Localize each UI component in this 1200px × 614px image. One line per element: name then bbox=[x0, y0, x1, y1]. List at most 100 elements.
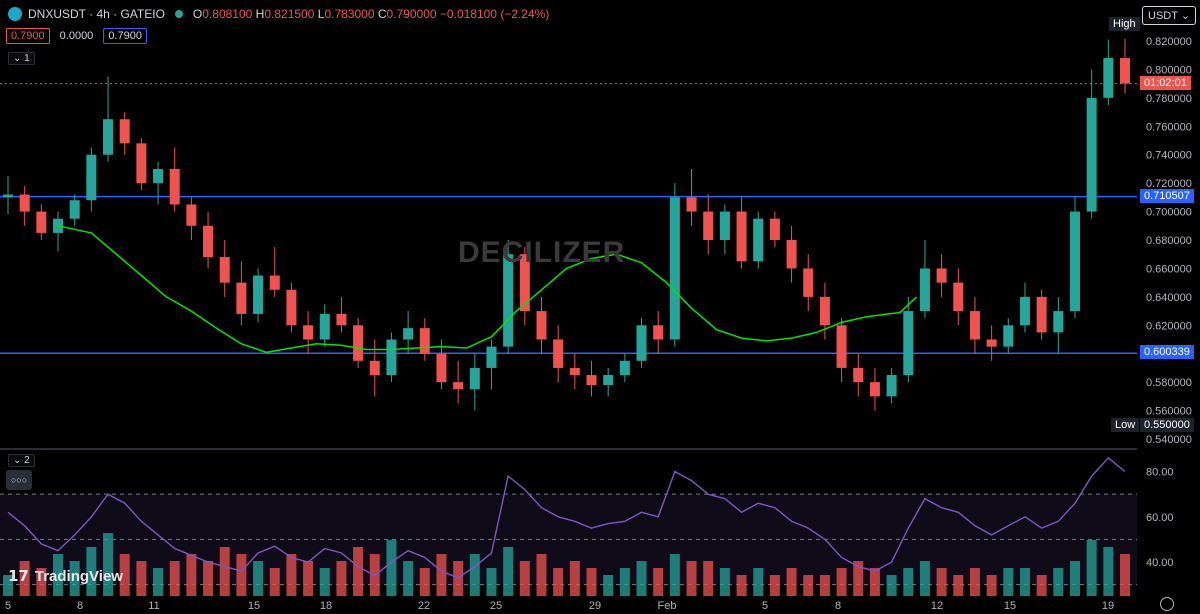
level-tag-upper[interactable]: 0.710507 bbox=[1140, 188, 1194, 203]
sell-price[interactable]: 0.7900 bbox=[6, 28, 50, 44]
candle-body bbox=[503, 254, 514, 347]
support-resistance-levels bbox=[0, 195, 1137, 354]
volume-bar bbox=[303, 561, 314, 596]
price-tick-label: 0.800000 bbox=[1146, 64, 1192, 76]
volume-bar bbox=[36, 568, 47, 596]
brand-name: TradingView bbox=[34, 567, 123, 585]
volume-bar bbox=[486, 568, 497, 596]
ellipsis-dots: ○○○ bbox=[10, 475, 28, 485]
candle-body bbox=[536, 311, 547, 340]
currency-selector[interactable]: USDT ⌄ bbox=[1142, 6, 1197, 25]
rsi-band-lines: 80.00 60.00 40.00 bbox=[0, 467, 1174, 586]
candle-body bbox=[869, 382, 880, 397]
volume-bar bbox=[1053, 568, 1064, 596]
price-tick-label: 0.680000 bbox=[1146, 235, 1192, 247]
candle-body bbox=[119, 119, 130, 144]
low-value: 0.783000 bbox=[324, 7, 375, 21]
volume-bar bbox=[986, 575, 997, 596]
close-label: C bbox=[377, 7, 387, 21]
candle-body bbox=[769, 218, 780, 240]
time-tick-label: 15 bbox=[1004, 600, 1016, 612]
candle-body bbox=[1053, 311, 1064, 333]
tradingview-icon: 𝟭𝟳 bbox=[8, 568, 29, 585]
volume-bar bbox=[69, 561, 80, 596]
high-label: H bbox=[255, 7, 265, 21]
price-tick-label: 0.580000 bbox=[1146, 377, 1192, 389]
pane-1-collapse[interactable]: ⌄ 1 bbox=[8, 52, 35, 65]
volume-bar bbox=[136, 561, 147, 596]
volume-bar bbox=[603, 575, 614, 596]
moving-average-line bbox=[57, 225, 918, 354]
candle-body bbox=[36, 211, 47, 233]
volume-bar bbox=[186, 554, 197, 596]
volume-bar bbox=[469, 554, 480, 596]
symbol-legend: DNXUSDT · 4h · GATEIO O0.808100 H0.82150… bbox=[8, 4, 549, 24]
candle-body bbox=[419, 328, 430, 354]
price-tick-label: 0.560000 bbox=[1146, 406, 1192, 418]
time-tick-label: 8 bbox=[77, 600, 83, 612]
volume-bar bbox=[53, 554, 64, 596]
volume-bar bbox=[736, 575, 747, 596]
rsi-line bbox=[7, 456, 1126, 579]
ohlc-values: O0.808100 H0.821500 L0.783000 C0.790000 … bbox=[193, 7, 549, 21]
tradingview-logo[interactable]: 𝟭𝟳 TradingView bbox=[8, 567, 123, 586]
volume-bar bbox=[436, 554, 447, 596]
time-tick-label: 12 bbox=[931, 600, 943, 612]
level-tag-lower[interactable]: 0.600339 bbox=[1140, 345, 1194, 360]
candle-body bbox=[569, 367, 580, 376]
pane-1-number: 1 bbox=[24, 53, 30, 64]
buy-price[interactable]: 0.7900 bbox=[103, 28, 147, 44]
price-tick-label: 0.820000 bbox=[1146, 36, 1192, 48]
volume-bar bbox=[1069, 561, 1080, 596]
price-tick-label: 0.640000 bbox=[1146, 292, 1192, 304]
candle-body bbox=[1119, 58, 1131, 84]
pane-2-collapse[interactable]: ⌄ 2 bbox=[8, 454, 35, 467]
high-value: 0.821500 bbox=[264, 7, 315, 21]
candle-body bbox=[86, 154, 97, 201]
candle-body bbox=[236, 282, 247, 314]
volume-bar bbox=[253, 561, 264, 596]
candle-body bbox=[69, 200, 80, 219]
candle-body bbox=[103, 119, 114, 155]
volume-bar bbox=[353, 547, 364, 596]
volume-bar bbox=[119, 554, 130, 596]
candle-body bbox=[669, 197, 680, 340]
volume-bar bbox=[336, 561, 347, 596]
volume-bar bbox=[403, 561, 414, 596]
rsi-tick-label: 80.00 bbox=[1146, 467, 1174, 479]
candle-body bbox=[603, 375, 614, 385]
candle-body bbox=[1069, 211, 1080, 312]
candle-body bbox=[353, 325, 364, 361]
volume-bar bbox=[1003, 568, 1014, 596]
candle-body bbox=[886, 375, 897, 397]
volume-bar bbox=[286, 554, 297, 596]
candle-body bbox=[753, 218, 764, 262]
time-tick-label: 19 bbox=[1102, 600, 1114, 612]
candle-body bbox=[403, 328, 414, 340]
settings-gear-icon[interactable] bbox=[1160, 597, 1174, 611]
currency-label: USDT bbox=[1148, 10, 1178, 22]
symbol-title[interactable]: DNXUSDT · 4h · GATEIO bbox=[28, 7, 165, 21]
candle-body bbox=[786, 240, 797, 269]
candle-body bbox=[653, 325, 664, 340]
volume-bar bbox=[519, 561, 530, 596]
price-axis: 0.820000 0.800000 0.780000 0.760000 0.740000… bbox=[1146, 36, 1192, 446]
price-tick-label: 0.720000 bbox=[1146, 178, 1192, 190]
volume-bar bbox=[86, 547, 97, 596]
ellipsis-icon[interactable]: ○○○ bbox=[6, 470, 32, 490]
time-tick-label: 8 bbox=[835, 600, 841, 612]
volume-bar bbox=[886, 575, 897, 596]
volume-bar bbox=[836, 568, 847, 596]
volume-bar bbox=[419, 568, 430, 596]
candle-body bbox=[519, 254, 530, 312]
candle-body bbox=[836, 325, 847, 368]
candle-body bbox=[486, 346, 497, 368]
price-tick-label: 0.780000 bbox=[1146, 93, 1192, 105]
candle-body bbox=[386, 339, 397, 376]
symbol-logo-icon bbox=[8, 7, 22, 21]
volume-bar bbox=[19, 561, 30, 596]
volume-bar bbox=[853, 561, 864, 596]
volume-bar bbox=[386, 540, 397, 596]
volume-bar bbox=[2, 575, 14, 596]
